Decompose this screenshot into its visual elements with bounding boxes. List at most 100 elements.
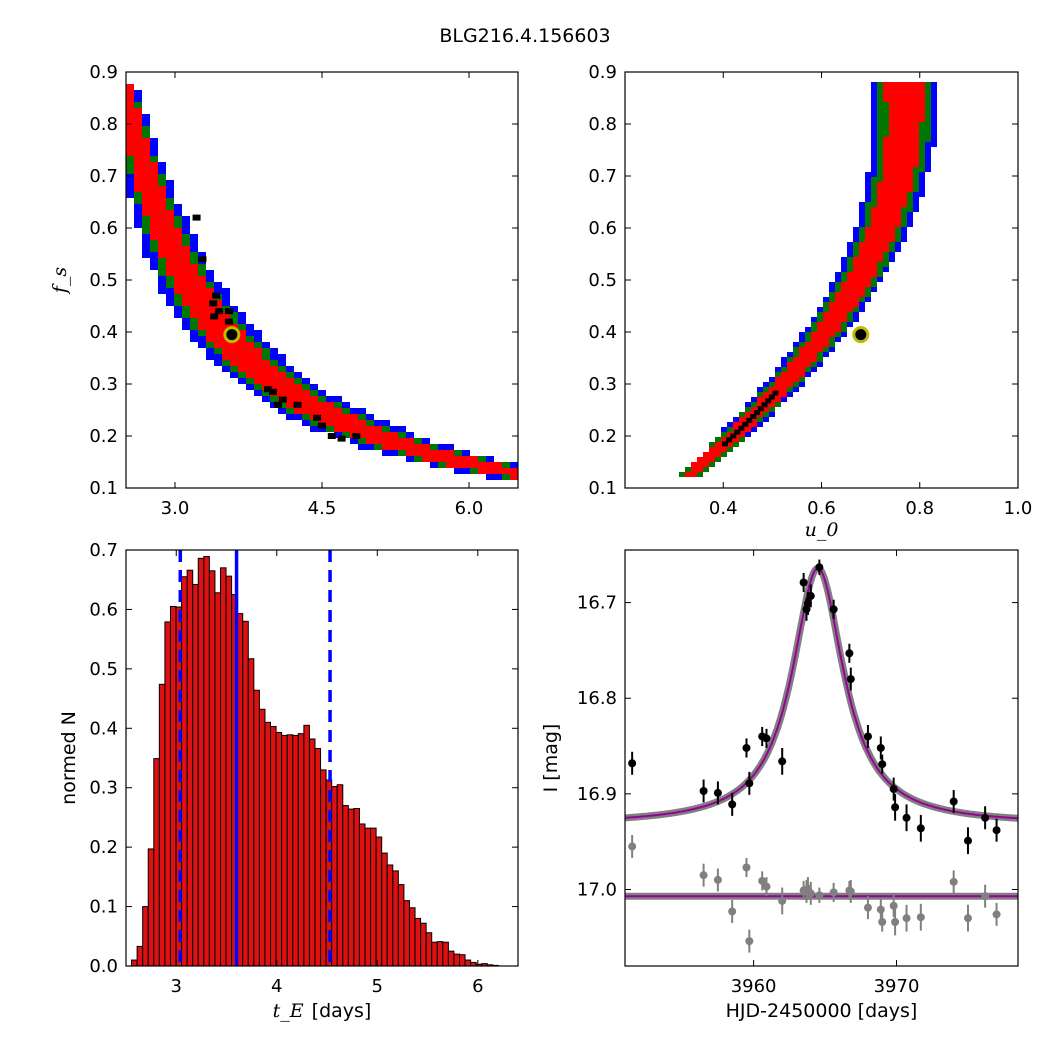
posterior-cell — [150, 216, 158, 222]
posterior-cell — [787, 362, 793, 367]
posterior-cell — [895, 212, 901, 217]
posterior-cell — [198, 324, 206, 330]
posterior-cell — [254, 366, 262, 372]
posterior-cell — [390, 438, 398, 444]
posterior-cell — [278, 366, 286, 372]
posterior-cell — [302, 390, 310, 396]
posterior-cell — [190, 324, 198, 330]
histogram-bar — [314, 747, 322, 967]
posterior-cell — [254, 384, 262, 390]
posterior-cells — [126, 84, 518, 480]
posterior-cell — [174, 264, 182, 270]
posterior-cell — [222, 294, 230, 300]
posterior-cell — [799, 377, 805, 382]
posterior-cell — [871, 227, 877, 232]
x-tick-label: 5 — [372, 976, 383, 997]
posterior-cell — [182, 234, 190, 240]
posterior-cell — [310, 390, 318, 396]
posterior-cell — [901, 202, 907, 207]
posterior-cell — [823, 327, 829, 332]
posterior-cell — [883, 207, 889, 212]
posterior-cell — [847, 307, 853, 312]
posterior-cell — [931, 97, 937, 102]
posterior-cell — [883, 247, 889, 252]
posterior-cell — [286, 372, 294, 378]
posterior-cell — [326, 408, 334, 414]
histogram-bar — [292, 734, 299, 967]
histogram-bar — [381, 852, 388, 967]
posterior-cell — [326, 396, 334, 402]
posterior-cell — [246, 384, 254, 390]
posterior-cell — [871, 222, 877, 227]
posterior-cell — [358, 420, 366, 426]
posterior-cell — [889, 152, 895, 157]
posterior-cell — [198, 330, 206, 336]
posterior-cell — [859, 307, 865, 312]
posterior-cell — [925, 167, 931, 172]
posterior-cell — [214, 288, 222, 294]
posterior-cell — [847, 297, 853, 302]
x-tick-label: 3970 — [874, 976, 920, 997]
histogram-bar — [414, 917, 422, 967]
posterior-cell — [158, 186, 166, 192]
posterior-cell — [913, 92, 919, 97]
posterior-cell — [925, 132, 931, 137]
histogram-bar — [331, 786, 338, 967]
posterior-cell — [238, 324, 246, 330]
posterior-cell — [889, 127, 895, 132]
y-tick-label: 0.5 — [89, 270, 118, 291]
posterior-cell — [877, 122, 883, 127]
best-sample — [327, 433, 336, 439]
posterior-cell — [763, 387, 769, 392]
posterior-cell — [841, 282, 847, 287]
posterior-cell — [366, 438, 374, 444]
residuals-point — [758, 876, 767, 885]
posterior-cell — [230, 318, 238, 324]
posterior-cell — [781, 362, 787, 367]
posterior-cell — [134, 102, 142, 108]
posterior-cell — [697, 467, 703, 472]
posterior-cell — [793, 362, 799, 367]
posterior-cell — [206, 270, 214, 276]
posterior-cell — [853, 267, 859, 272]
posterior-cell — [254, 390, 262, 396]
posterior-cell — [877, 217, 883, 222]
posterior-cell — [286, 378, 294, 384]
x-tick-label: 6.0 — [455, 498, 484, 519]
posterior-cell — [142, 186, 150, 192]
posterior-cell — [871, 247, 877, 252]
posterior-cell — [901, 197, 907, 202]
residuals-point — [902, 914, 911, 923]
posterior-cell — [150, 144, 158, 150]
posterior-cell — [757, 417, 763, 422]
posterior-cell — [733, 437, 739, 442]
posterior-cell — [727, 432, 733, 437]
posterior-cell — [805, 342, 811, 347]
posterior-cell — [925, 97, 931, 102]
posterior-cell — [919, 142, 925, 147]
posterior-cell — [871, 197, 877, 202]
posterior-cell — [925, 152, 931, 157]
posterior-cell — [889, 97, 895, 102]
posterior-cell — [126, 150, 134, 156]
x-tick-label: 3960 — [731, 976, 777, 997]
posterior-cell — [919, 132, 925, 137]
x-axis-symbol: t_E — [273, 1000, 304, 1022]
data-point — [713, 788, 722, 797]
best-sample — [761, 402, 768, 408]
posterior-cell — [142, 138, 150, 144]
posterior-cell — [134, 150, 142, 156]
posterior-cell — [134, 210, 142, 216]
posterior-cell — [310, 402, 318, 408]
residuals-point — [778, 896, 787, 905]
posterior-cell — [841, 297, 847, 302]
posterior-cell — [318, 396, 326, 402]
posterior-cell — [414, 456, 422, 462]
posterior-cell — [895, 107, 901, 112]
posterior-cell — [787, 352, 793, 357]
posterior-cell — [326, 420, 334, 426]
posterior-cell — [901, 82, 907, 87]
posterior-cell — [134, 204, 142, 210]
posterior-cell — [134, 108, 142, 114]
posterior-cell — [246, 372, 254, 378]
